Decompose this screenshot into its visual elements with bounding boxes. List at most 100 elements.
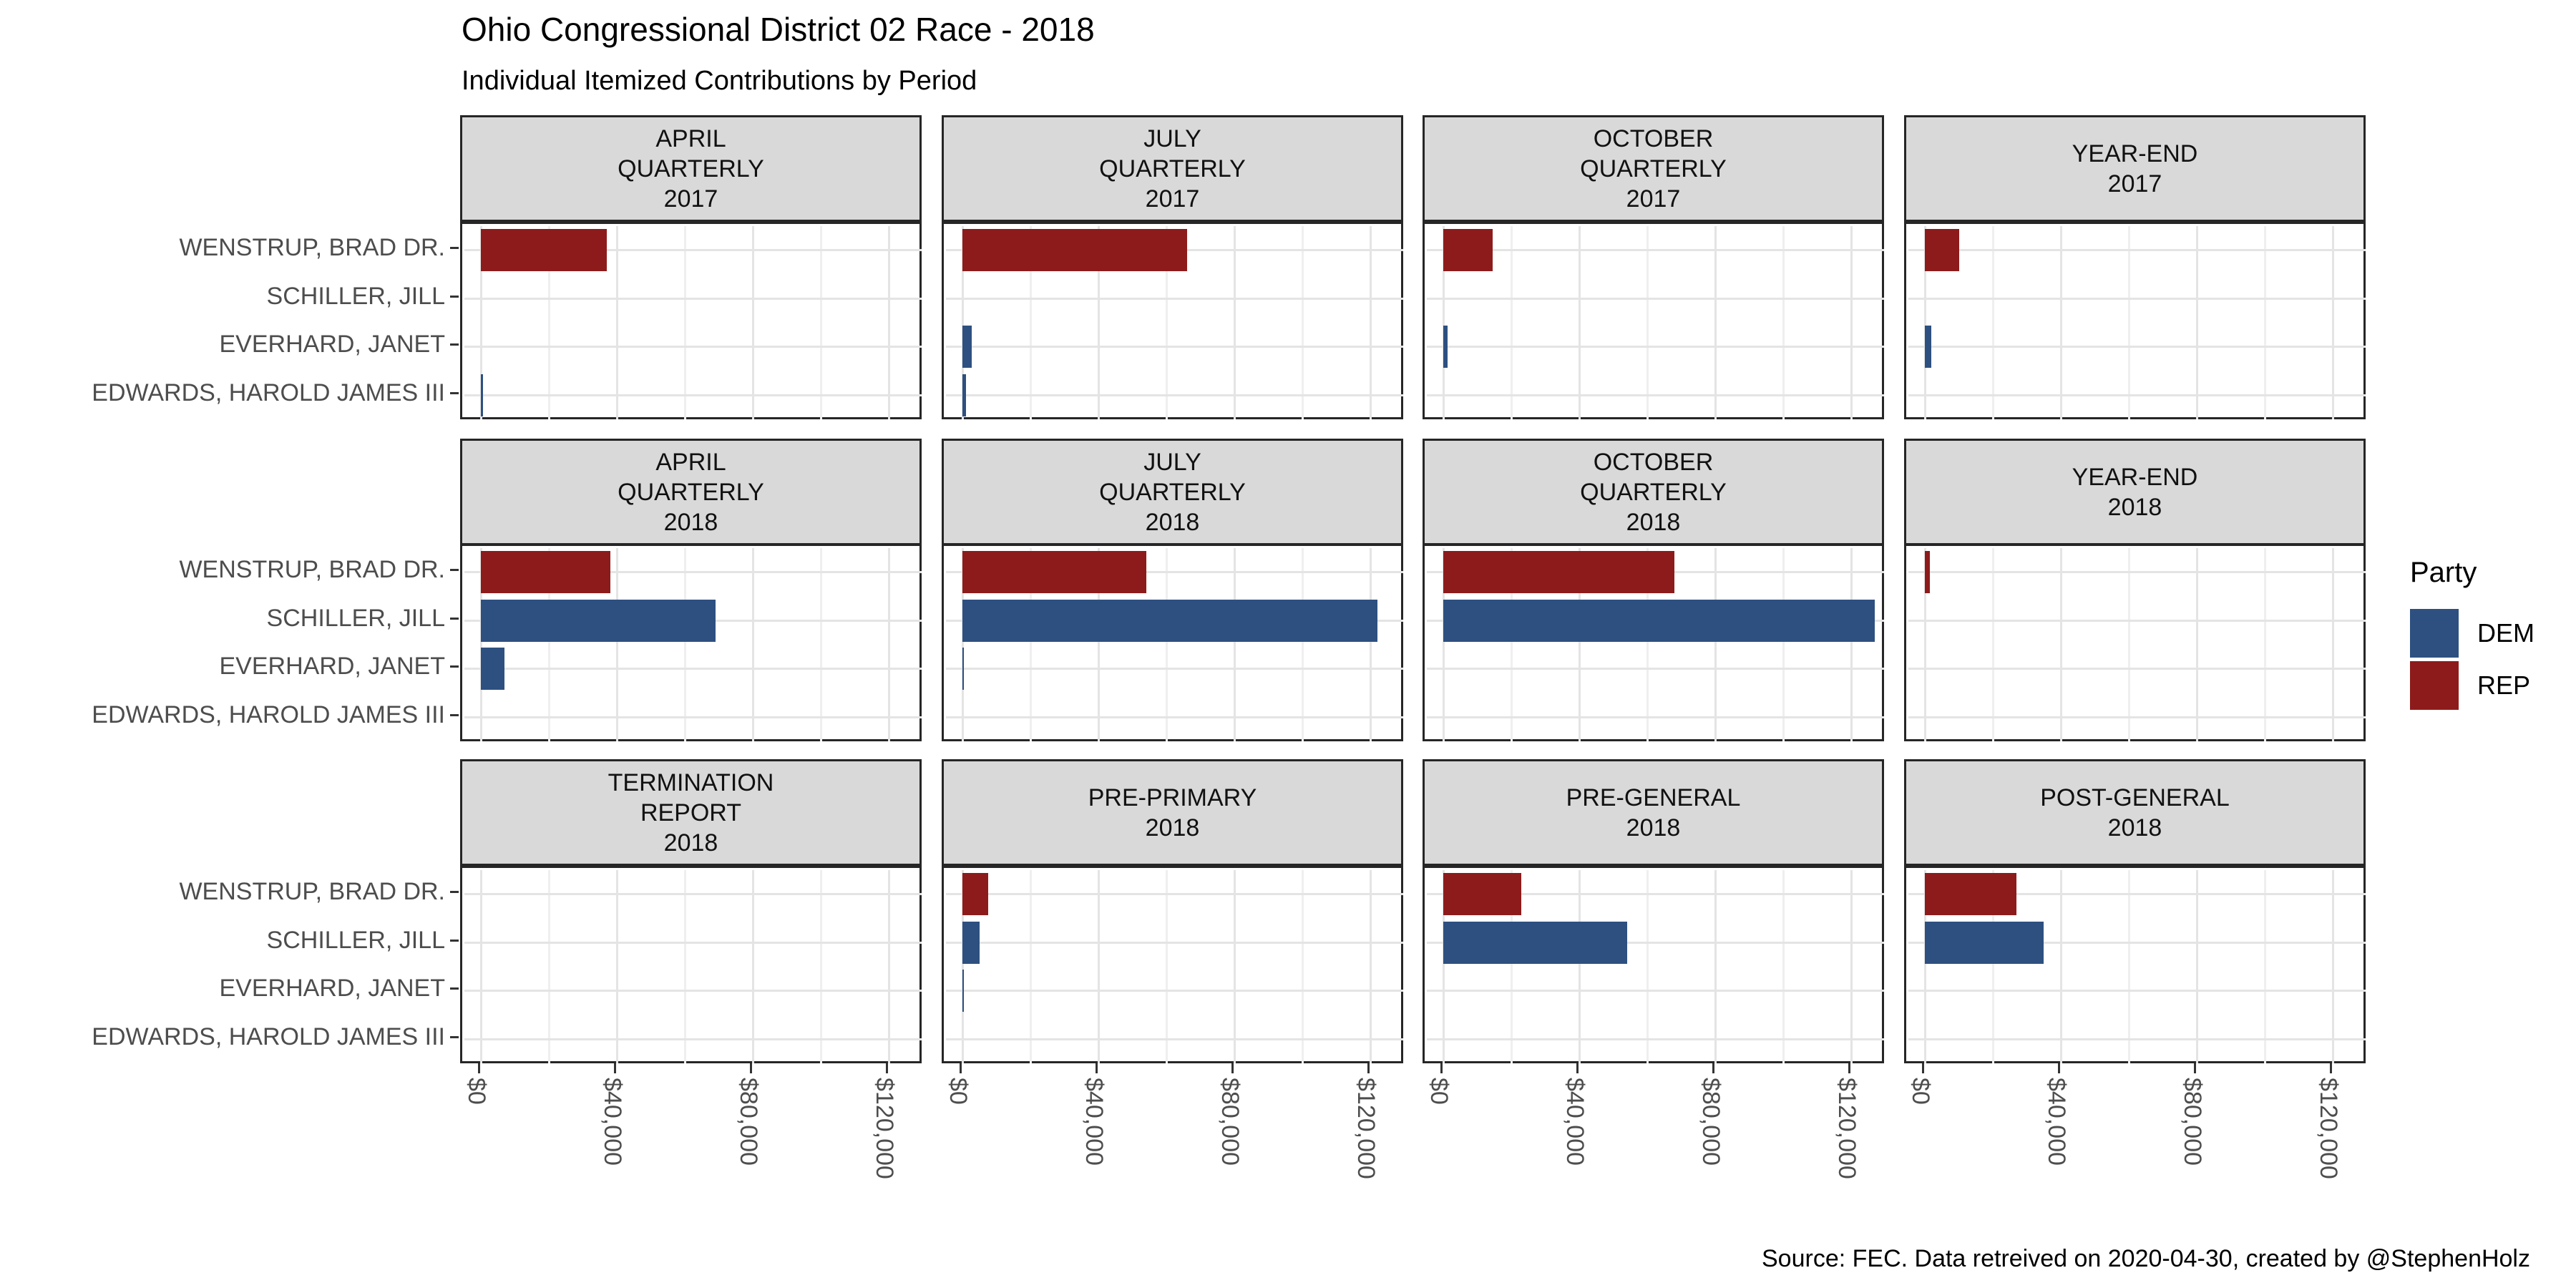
facet-panel: [460, 544, 922, 741]
y-gridline: [464, 346, 922, 348]
facet-strip-label-line: 2017: [1145, 185, 1200, 213]
facet-panel: [1423, 222, 1884, 419]
x-gridline: [1098, 548, 1100, 741]
contribution-bar: [1925, 326, 1931, 369]
facet-strip-label-line: YEAR-END: [2072, 463, 2198, 491]
y-gridline: [464, 893, 922, 896]
facet-panel-plot-area: [946, 226, 1403, 419]
x-gridline: [1370, 870, 1372, 1063]
facet-strip-label-line: QUARTERLY: [1580, 478, 1727, 506]
x-axis-tick: [2194, 1063, 2196, 1073]
facet-strip-label-line: APRIL: [655, 125, 726, 152]
contribution-bar: [481, 599, 716, 642]
y-axis-tick: [450, 295, 459, 298]
x-gridline: [2264, 226, 2266, 419]
y-gridline: [946, 297, 1403, 300]
facet-panel-plot-area: [464, 870, 922, 1063]
facet-strip-label-line: JULY: [1143, 125, 1201, 152]
x-axis-tick: [1440, 1063, 1443, 1073]
x-axis-tick-label: $0: [463, 1078, 490, 1105]
y-axis-tick: [450, 617, 459, 620]
facet-panel: [460, 222, 922, 419]
x-gridline: [684, 870, 686, 1063]
facet-strip: POST-GENERAL 2018: [1904, 759, 2366, 866]
x-gridline: [1443, 226, 1445, 419]
y-gridline: [1427, 346, 1884, 348]
x-gridline: [1782, 548, 1785, 741]
x-gridline: [480, 226, 482, 419]
y-gridline: [464, 571, 922, 574]
y-gridline: [464, 668, 922, 670]
y-gridline: [1427, 716, 1884, 718]
y-gridline: [1427, 668, 1884, 670]
x-gridline: [1030, 548, 1032, 741]
y-gridline: [1427, 893, 1884, 896]
x-axis-tick: [1922, 1063, 1924, 1073]
facet-strip-label-line: PRE-GENERAL: [1566, 784, 1741, 811]
x-gridline: [1579, 548, 1581, 741]
legend-label-rep: REP: [2477, 670, 2531, 700]
y-gridline: [946, 571, 1403, 574]
x-gridline: [2332, 870, 2334, 1063]
x-gridline: [2264, 870, 2266, 1063]
x-gridline: [616, 226, 618, 419]
y-gridline: [1908, 941, 2366, 944]
contribution-bar: [962, 648, 964, 691]
y-axis-label: SCHILLER, JILL: [266, 604, 445, 632]
x-gridline: [962, 548, 964, 741]
x-gridline: [1992, 548, 1994, 741]
x-axis-tick-label: $120,000: [871, 1078, 898, 1179]
facet-strip-label-line: 2018: [663, 508, 718, 536]
legend: Party DEM REP: [2410, 557, 2534, 713]
y-gridline: [1427, 297, 1884, 300]
chart-title: Ohio Congressional District 02 Race - 20…: [462, 11, 1095, 48]
x-gridline: [1302, 226, 1304, 419]
x-gridline: [2196, 548, 2198, 741]
facet-strip: TERMINATION REPORT 2018: [460, 759, 922, 866]
facet-strip: YEAR-END 2018: [1904, 439, 2366, 545]
y-axis-tick: [450, 343, 459, 346]
facet-strip: OCTOBER QUARTERLY 2018: [1423, 439, 1884, 545]
x-gridline: [2128, 548, 2130, 741]
facet-panel: [942, 222, 1403, 419]
facet-strip: PRE-PRIMARY 2018: [942, 759, 1403, 866]
x-gridline: [752, 226, 754, 419]
x-gridline: [1098, 226, 1100, 419]
x-axis-tick: [2330, 1063, 2332, 1073]
x-gridline: [1579, 226, 1581, 419]
y-gridline: [1908, 716, 2366, 718]
facet-strip: APRIL QUARTERLY 2018: [460, 439, 922, 545]
y-axis-tick: [450, 939, 459, 942]
x-gridline: [2264, 548, 2266, 741]
y-axis-tick: [450, 1035, 459, 1038]
y-axis-label: EDWARDS, HAROLD JAMES III: [92, 379, 445, 406]
facet-panel: [1904, 222, 2366, 419]
y-axis-label: EVERHARD, JANET: [219, 653, 446, 680]
contribution-bar: [962, 374, 967, 416]
x-gridline: [820, 548, 822, 741]
facet-strip-label-line: JULY: [1143, 448, 1201, 476]
facet-strip: PRE-GENERAL 2018: [1423, 759, 1884, 866]
facet-panel: [942, 866, 1403, 1063]
contribution-bar: [1443, 599, 1875, 642]
y-axis-label: WENSTRUP, BRAD DR.: [179, 878, 445, 906]
contribution-bar: [481, 374, 484, 416]
contribution-bar: [962, 921, 980, 964]
x-gridline: [480, 548, 482, 741]
facet-panel: [1904, 866, 2366, 1063]
y-axis-tick: [450, 987, 459, 990]
x-gridline: [2128, 226, 2130, 419]
x-gridline: [888, 548, 890, 741]
x-gridline: [1302, 870, 1304, 1063]
x-gridline: [888, 870, 890, 1063]
y-axis-tick: [450, 247, 459, 250]
facet-panel: [460, 866, 922, 1063]
y-gridline: [1427, 1038, 1884, 1040]
facet-panel-plot-area: [946, 548, 1403, 741]
x-gridline: [962, 226, 964, 419]
x-gridline: [1443, 870, 1445, 1063]
x-axis-tick-label: $80,000: [1697, 1078, 1724, 1166]
x-gridline: [1782, 870, 1785, 1063]
facet-panel-plot-area: [1908, 548, 2366, 741]
y-gridline: [946, 394, 1403, 396]
